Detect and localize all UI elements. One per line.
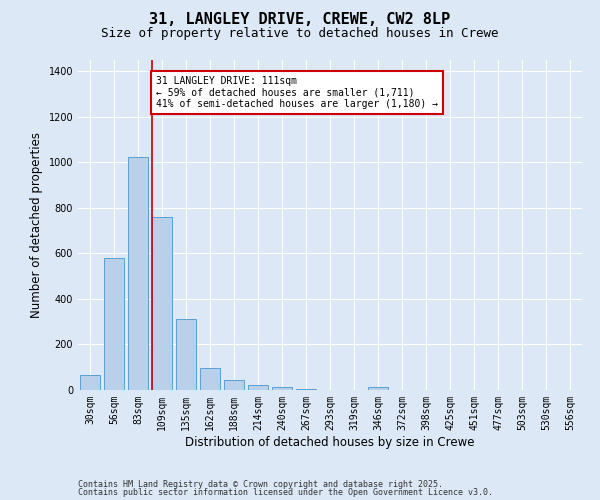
Bar: [176, 320, 196, 390]
Bar: [296, 389, 316, 390]
Text: 31 LANGLEY DRIVE: 111sqm
← 59% of detached houses are smaller (1,711)
41% of sem: 31 LANGLEY DRIVE: 111sqm ← 59% of detach…: [156, 76, 438, 109]
Bar: [152, 217, 172, 390]
Bar: [224, 380, 244, 390]
Text: Size of property relative to detached houses in Crewe: Size of property relative to detached ho…: [101, 28, 499, 40]
Bar: [272, 387, 292, 390]
Bar: [104, 258, 124, 390]
Bar: [200, 368, 220, 390]
Text: 31, LANGLEY DRIVE, CREWE, CW2 8LP: 31, LANGLEY DRIVE, CREWE, CW2 8LP: [149, 12, 451, 28]
Text: Contains HM Land Registry data © Crown copyright and database right 2025.: Contains HM Land Registry data © Crown c…: [78, 480, 443, 489]
Bar: [128, 156, 148, 390]
Bar: [80, 375, 100, 390]
Bar: [248, 385, 268, 390]
Text: Contains public sector information licensed under the Open Government Licence v3: Contains public sector information licen…: [78, 488, 493, 497]
Y-axis label: Number of detached properties: Number of detached properties: [30, 132, 43, 318]
Bar: [368, 388, 388, 390]
X-axis label: Distribution of detached houses by size in Crewe: Distribution of detached houses by size …: [185, 436, 475, 448]
